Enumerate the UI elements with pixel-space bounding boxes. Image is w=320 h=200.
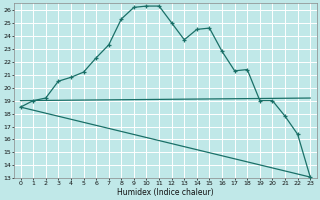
X-axis label: Humidex (Indice chaleur): Humidex (Indice chaleur) [117,188,214,197]
